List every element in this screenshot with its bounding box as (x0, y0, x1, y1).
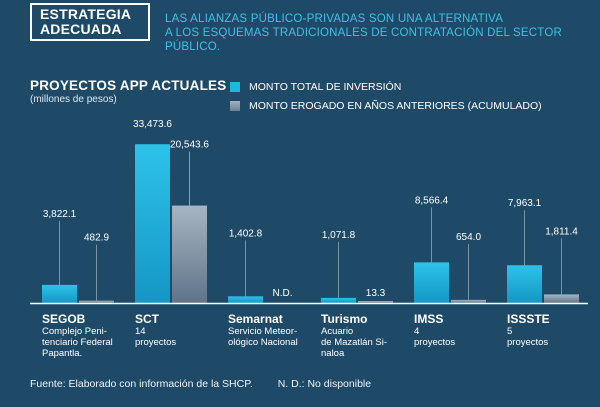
data-label-total-sct: 33,473.6 (133, 119, 172, 130)
legend-item-spent: MONTO EROGADO EN AÑOS ANTERIORES (ACUMUL… (230, 98, 542, 114)
category-sublabel-segob-1: Complejo Peni- (42, 326, 107, 337)
footer-source: Fuente: Elaborado con información de la … (30, 378, 253, 390)
data-label-spent-imss: 654.0 (456, 232, 481, 243)
category-sublabel-turismo-2: de Mazatlán Si- (321, 337, 387, 348)
header-badge: ESTRATEGIA ADECUADA (30, 3, 150, 41)
data-label-spent-turismo: 13.3 (366, 288, 386, 299)
chart-legend: MONTO TOTAL DE INVERSIÓN MONTO EROGADO E… (230, 79, 542, 117)
data-label-spent-segob: 482.9 (84, 233, 109, 244)
category-sublabel-sct-1: 14 (135, 326, 146, 337)
category-sublabel-turismo-3: naloa (321, 348, 345, 359)
data-label-total-imss: 8,566.4 (415, 195, 449, 206)
category-label-imss: IMSS (414, 312, 443, 326)
header-subtitle-line2: A LOS ESQUEMAS TRADICIONALES DE CONTRATA… (165, 27, 562, 53)
legend-item-total: MONTO TOTAL DE INVERSIÓN (230, 79, 542, 95)
category-sublabel-turismo-1: Acuario (321, 326, 353, 337)
bar-spent-turismo (358, 301, 393, 303)
bar-total-issste (507, 265, 542, 303)
data-label-total-segob: 3,822.1 (43, 209, 77, 220)
bar-total-segob (42, 284, 77, 303)
header-badge-line2: ADECUADA (40, 21, 122, 37)
category-sublabel-issste-1: 5 (507, 326, 512, 337)
category-sublabel-segob-3: Papantla. (42, 348, 82, 359)
bar-total-semarnat (228, 296, 263, 303)
category-label-semarnat: Semarnat (228, 312, 283, 326)
bar-spent-issste (544, 294, 579, 303)
category-label-segob: SEGOB (42, 312, 86, 326)
category-label-sct: SCT (135, 312, 160, 326)
chart-title: PROYECTOS APP ACTUALES (30, 78, 227, 93)
data-label-spent-sct: 20,543.6 (170, 140, 209, 151)
bar-total-sct (135, 144, 170, 303)
category-sublabel-sct-2: proyectos (135, 337, 176, 348)
chart-unit: (millones de pesos) (30, 94, 117, 105)
chart-footer: Fuente: Elaborado con información de la … (30, 378, 371, 390)
bar-total-imss (414, 262, 449, 303)
header-badge-line1: ESTRATEGIA (40, 6, 132, 22)
header-subtitle-line1: LAS ALIANZAS PÚBLICO-PRIVADAS SON UNA AL… (165, 13, 504, 25)
category-sublabel-semarnat-2: ológico Nacional (228, 337, 298, 348)
data-label-spent-issste: 1,811.4 (545, 226, 578, 237)
category-sublabel-segob-2: tenciario Federal (42, 337, 113, 348)
category-sublabel-semarnat-1: Servicio Meteor- (228, 326, 297, 337)
legend-label-total: MONTO TOTAL DE INVERSIÓN (249, 81, 402, 93)
data-label-total-issste: 7,963.1 (508, 198, 542, 209)
category-sublabel-issste-2: proyectos (507, 337, 548, 348)
category-label-turismo: Turismo (321, 312, 367, 326)
data-label-spent-semarnat: N.D. (273, 288, 293, 299)
bar-spent-imss (451, 299, 486, 303)
category-sublabel-imss-1: 4 (414, 326, 419, 337)
legend-swatch-total (230, 82, 240, 92)
data-label-total-turismo: 1,071.8 (322, 230, 356, 241)
header-subtitle: LAS ALIANZAS PÚBLICO-PRIVADAS SON UNA AL… (165, 12, 595, 54)
data-label-total-semarnat: 1,402.8 (229, 228, 263, 239)
footer-note: N. D.: No disponible (277, 378, 372, 390)
bar-spent-segob (79, 300, 114, 303)
legend-label-spent: MONTO EROGADO EN AÑOS ANTERIORES (ACUMUL… (249, 100, 542, 112)
bar-spent-sct (172, 205, 207, 303)
bar-total-turismo (321, 297, 356, 303)
legend-swatch-spent (230, 101, 240, 111)
category-sublabel-imss-2: proyectos (414, 337, 455, 348)
category-label-issste: ISSSTE (507, 312, 550, 326)
